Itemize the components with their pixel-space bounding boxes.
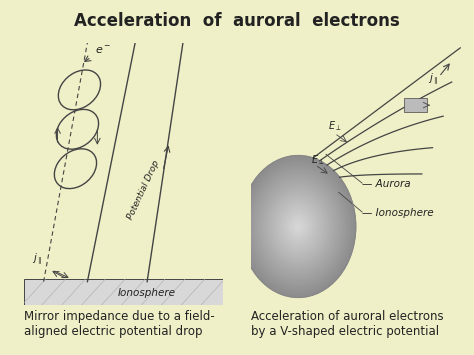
Circle shape [275,198,321,255]
Text: $e^-$: $e^-$ [95,45,112,56]
Circle shape [260,179,337,274]
Circle shape [279,203,318,250]
Circle shape [258,177,338,276]
Text: Acceleration of auroral electrons
by a V-shaped electric potential: Acceleration of auroral electrons by a V… [251,310,444,338]
Text: Ionosphere: Ionosphere [118,288,176,298]
Text: $j_\parallel$: $j_\parallel$ [32,251,42,268]
Circle shape [296,224,300,229]
Text: Acceleration  of  auroral  electrons: Acceleration of auroral electrons [74,12,400,31]
Circle shape [281,205,315,248]
Circle shape [262,181,335,272]
Circle shape [291,217,306,236]
Circle shape [271,193,325,260]
Circle shape [240,155,356,297]
Circle shape [252,170,344,283]
Circle shape [294,222,302,231]
Circle shape [248,165,348,288]
FancyBboxPatch shape [24,279,223,305]
Circle shape [267,189,329,264]
Circle shape [292,219,304,234]
Circle shape [250,167,346,285]
Circle shape [264,184,333,269]
Circle shape [287,212,310,241]
Circle shape [265,186,331,267]
Circle shape [283,208,313,245]
Circle shape [269,191,327,262]
Circle shape [277,201,319,252]
Text: $E_\perp$: $E_\perp$ [311,153,325,167]
Text: — Ionosphere: — Ionosphere [362,208,434,218]
Circle shape [273,196,323,257]
Circle shape [254,172,342,281]
Circle shape [245,160,352,293]
Circle shape [256,174,340,279]
Text: Potential Drop: Potential Drop [126,159,161,221]
Text: $E_\perp$: $E_\perp$ [328,119,342,133]
FancyBboxPatch shape [404,98,427,112]
Circle shape [246,163,350,290]
Circle shape [243,158,354,295]
Text: $j_\parallel$: $j_\parallel$ [428,71,438,88]
Text: Mirror impedance due to a field-
aligned electric potential drop: Mirror impedance due to a field- aligned… [24,310,214,338]
Text: — Aurora: — Aurora [362,180,411,190]
Circle shape [289,215,308,238]
Circle shape [285,210,311,243]
